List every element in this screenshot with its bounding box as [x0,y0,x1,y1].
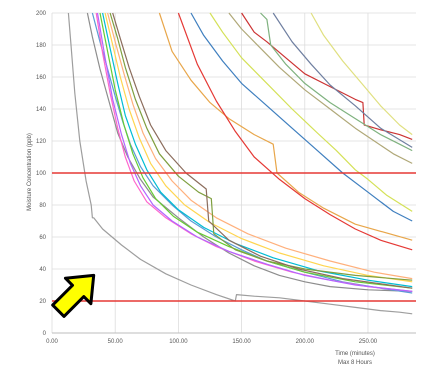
x-tick-labels: 0.00 50.00 100.00 150.00 200.00 250.00 [46,339,378,345]
series-line-5 [96,12,413,292]
series-line-13 [177,12,413,251]
series-line-12 [158,12,413,241]
x-tick-label: 250.00 [359,339,378,345]
x-tick-label: 0.00 [46,339,58,345]
series-group [67,12,413,315]
x-tick-label: 50.00 [108,339,124,345]
y-tick-labels: 0 20 40 60 80 100 120 140 160 180 200 [36,11,47,337]
series-line-8 [104,12,413,283]
y-tick-label: 120 [36,139,47,145]
x-axis-subtitle: Max 8 Hours [338,360,372,366]
series-line-9 [107,12,413,280]
series-line-7 [102,12,413,288]
y-tick-label: 140 [36,107,47,113]
series-line-3 [91,12,413,294]
series-line-20 [310,12,413,136]
y-tick-label: 200 [36,11,47,17]
y-tick-label: 160 [36,75,47,81]
y-tick-label: 60 [39,235,46,241]
arrow-shape [51,273,96,318]
x-tick-label: 200.00 [296,339,315,345]
y-tick-label: 0 [43,331,47,337]
x-tick-label: 100.00 [169,339,188,345]
x-tick-label: 150.00 [232,339,251,345]
series-line-18 [260,12,413,152]
series-line-11 [112,12,413,289]
reference-lines [52,172,416,302]
y-tick-label: 80 [39,203,46,209]
series-line-1 [67,12,413,315]
series-line-6 [99,12,413,289]
y-tick-label: 100 [36,171,47,177]
y-tick-label: 40 [39,267,46,273]
series-line-19 [272,12,413,148]
series-line-14 [190,12,413,222]
series-line-2 [86,12,413,292]
y-tick-label: 20 [39,299,46,305]
x-axis-title: Time (minutes) [335,351,375,357]
series-line-16 [228,12,413,164]
y-axis-title: Moisture Concentration (ppb) [27,133,33,211]
y-tick-label: 180 [36,43,47,49]
series-line-15 [209,12,413,212]
yellow-arrow-icon [51,273,96,318]
